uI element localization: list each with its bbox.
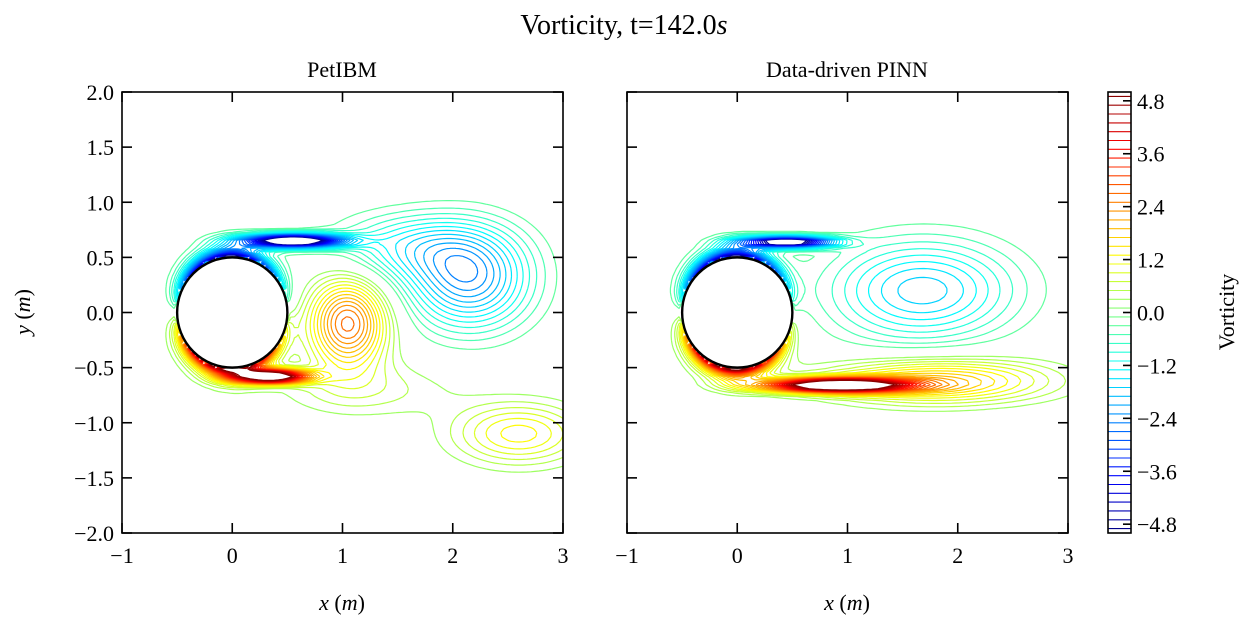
- x-tick-label: −1: [110, 543, 133, 568]
- panel-petibm: PetIBM −1 0 1 2 3 2.0 1.5 1.0 0.5 0.0 −0.5 −1.0 −1.…: [10, 57, 569, 615]
- suptitle-unit: s: [717, 10, 728, 41]
- x-axis-label-pinn: x (m): [823, 590, 870, 615]
- x-axis-label-petibm: x (m): [318, 590, 365, 615]
- y-axis-label-petibm: y (m): [10, 289, 35, 337]
- colorbar-tick-label: 0.0: [1137, 301, 1165, 326]
- figure-suptitle: Vorticity, t=142.0s: [520, 10, 727, 41]
- suptitle-text: Vorticity, t=142.0: [520, 10, 716, 41]
- panel-title-petibm: PetIBM: [307, 57, 377, 82]
- x-ticks-petibm: −1 0 1 2 3: [110, 92, 569, 568]
- x-ticks-pinn: −1 0 1 2 3: [615, 92, 1074, 568]
- y-tick-label: −0.5: [74, 356, 114, 381]
- colorbar-tick-label: −2.4: [1137, 406, 1177, 431]
- colorbar-tick-label: −1.2: [1137, 353, 1177, 378]
- y-tick-label: 0.0: [87, 301, 115, 326]
- y-tick-label: −1.5: [74, 466, 114, 491]
- y-tick-label: −2.0: [74, 521, 114, 546]
- x-tick-label: 0: [732, 543, 743, 568]
- y-tick-label: 1.5: [87, 135, 115, 160]
- x-tick-label: 3: [1063, 543, 1074, 568]
- y-tick-label: 2.0: [87, 80, 115, 105]
- colorbar-label: Vorticity: [1214, 274, 1239, 351]
- x-tick-label: −1: [615, 543, 638, 568]
- y-tick-label: −1.0: [74, 411, 114, 436]
- colorbar-tick-label: −3.6: [1137, 459, 1177, 484]
- panel-title-pinn: Data-driven PINN: [766, 57, 928, 82]
- colorbar-ticks: 4.8 3.6 2.4 1.2 0.0 −1.2 −2.4 −3.6 −4.8: [1123, 89, 1177, 537]
- x-tick-label: 1: [337, 543, 348, 568]
- cylinder: [680, 256, 794, 369]
- colorbar-tick-label: 2.4: [1137, 195, 1165, 220]
- x-tick-label: 2: [447, 543, 458, 568]
- cylinder: [175, 256, 289, 369]
- y-ticks-petibm: 2.0 1.5 1.0 0.5 0.0 −0.5 −1.0 −1.5 −2.0: [74, 80, 563, 546]
- x-tick-label: 3: [558, 543, 569, 568]
- plot-area-pinn: [669, 223, 1068, 412]
- colorbar: 4.8 3.6 2.4 1.2 0.0 −1.2 −2.4 −3.6 −4.8 Vorticit…: [1107, 89, 1239, 537]
- colorbar-tick-label: 3.6: [1137, 142, 1165, 167]
- y-ticks-pinn: [627, 91, 1068, 534]
- colorbar-tick-label: 1.2: [1137, 248, 1165, 273]
- y-tick-label: 0.5: [87, 245, 115, 270]
- colorbar-level-lines: [1108, 95, 1131, 530]
- plot-area-petibm: [165, 200, 563, 473]
- x-tick-label: 2: [952, 543, 963, 568]
- y-tick-label: 1.0: [87, 190, 115, 215]
- colorbar-tick-label: −4.8: [1137, 512, 1177, 537]
- panel-pinn: Data-driven PINN −1 0 1 2 3 x (m): [615, 57, 1073, 615]
- x-tick-label: 0: [227, 543, 238, 568]
- x-tick-label: 1: [842, 543, 853, 568]
- contour-level: [171, 277, 563, 461]
- colorbar-tick-label: 4.8: [1137, 89, 1165, 114]
